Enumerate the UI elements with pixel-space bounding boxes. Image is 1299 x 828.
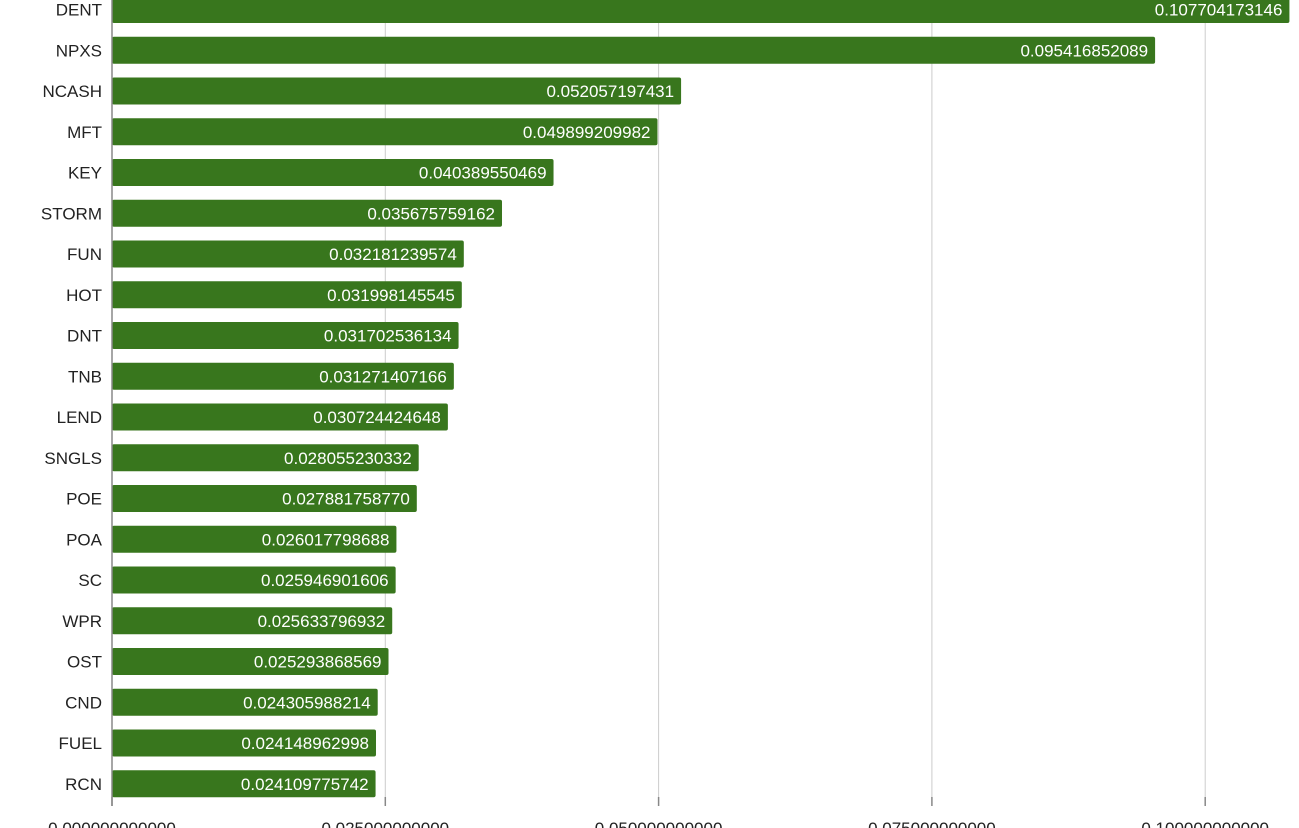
- x-tick-label-2: 0.050000000000: [595, 819, 723, 828]
- value-label-tnb: 0.031271407166: [319, 367, 447, 386]
- category-label-storm: STORM: [41, 204, 102, 223]
- x-tick-label-0: 0.000000000000: [48, 819, 176, 828]
- value-label-ncash: 0.052057197431: [546, 82, 674, 101]
- value-label-hot: 0.031998145545: [327, 286, 455, 305]
- value-label-npxs: 0.095416852089: [1020, 41, 1148, 60]
- bar-mft: [112, 118, 658, 146]
- value-label-rcn: 0.024109775742: [241, 775, 369, 794]
- bar-npxs: [112, 36, 1156, 64]
- bar-lend: [112, 403, 448, 431]
- category-label-ost: OST: [67, 653, 102, 672]
- category-label-poa: POA: [66, 530, 103, 549]
- category-label-mft: MFT: [67, 123, 102, 142]
- value-label-mft: 0.049899209982: [523, 123, 651, 142]
- category-label-dent: DENT: [56, 1, 102, 20]
- category-label-fuel: FUEL: [59, 734, 102, 753]
- category-label-tnb: TNB: [68, 367, 102, 386]
- x-tick-label-3: 0.075000000000: [868, 819, 996, 828]
- value-label-sngls: 0.028055230332: [284, 449, 412, 468]
- category-label-ncash: NCASH: [42, 82, 102, 101]
- category-label-lend: LEND: [57, 408, 102, 427]
- category-label-poe: POE: [66, 490, 102, 509]
- value-label-wpr: 0.025633796932: [258, 612, 386, 631]
- bar-ost: [112, 648, 389, 675]
- value-label-poe: 0.027881758770: [282, 490, 410, 509]
- category-label-sc: SC: [78, 571, 102, 590]
- x-tick-label-1: 0.025000000000: [321, 819, 449, 828]
- category-label-sngls: SNGLS: [44, 449, 102, 468]
- value-label-lend: 0.030724424648: [313, 408, 441, 427]
- value-label-key: 0.040389550469: [419, 164, 547, 183]
- category-label-wpr: WPR: [62, 612, 102, 631]
- bar-rcn: [112, 770, 376, 798]
- x-tick-label-4: 0.100000000000: [1141, 819, 1269, 828]
- value-labels: 0.107704173146 0.095416852089 0.0520571974…: [241, 1, 1282, 794]
- category-label-cnd: CND: [65, 693, 102, 712]
- bar-cnd: [112, 688, 378, 716]
- value-label-sc: 0.025946901606: [261, 571, 389, 590]
- bar-sc: [112, 566, 396, 594]
- bar-fun: [112, 240, 464, 268]
- category-label-hot: HOT: [66, 286, 102, 305]
- bar-wpr: [112, 607, 393, 635]
- bar-hot: [112, 281, 462, 309]
- value-label-fuel: 0.024148962998: [241, 734, 369, 753]
- bars: [112, 0, 1290, 798]
- value-label-cnd: 0.024305988214: [243, 693, 371, 712]
- bar-sngls: [112, 444, 419, 472]
- x-tick-labels: 0.000000000000 0.025000000000 0.0500000000…: [48, 797, 1269, 828]
- bar-dent: [112, 0, 1290, 23]
- category-label-rcn: RCN: [65, 775, 102, 794]
- category-label-key: KEY: [68, 164, 102, 183]
- bar-fuel: [112, 729, 376, 757]
- value-label-storm: 0.035675759162: [367, 204, 495, 223]
- bar-poa: [112, 525, 397, 553]
- bar-poe: [112, 485, 417, 512]
- category-label-fun: FUN: [67, 245, 102, 264]
- bar-tnb: [112, 362, 454, 390]
- category-label-dnt: DNT: [67, 327, 102, 346]
- bar-ncash: [112, 77, 682, 105]
- value-label-ost: 0.025293868569: [254, 653, 382, 672]
- value-label-dent: 0.107704173146: [1155, 1, 1283, 20]
- bar-key: [112, 159, 554, 186]
- bar-dnt: [112, 322, 459, 349]
- value-label-poa: 0.026017798688: [262, 530, 390, 549]
- value-label-dnt: 0.031702536134: [324, 327, 452, 346]
- category-labels: DENT NPXS NCASH MFT KEY STORM FUN HOT DNT TNB LEND…: [41, 1, 103, 794]
- value-label-fun: 0.032181239574: [329, 245, 457, 264]
- bar-storm: [112, 199, 503, 227]
- category-label-npxs: NPXS: [56, 41, 102, 60]
